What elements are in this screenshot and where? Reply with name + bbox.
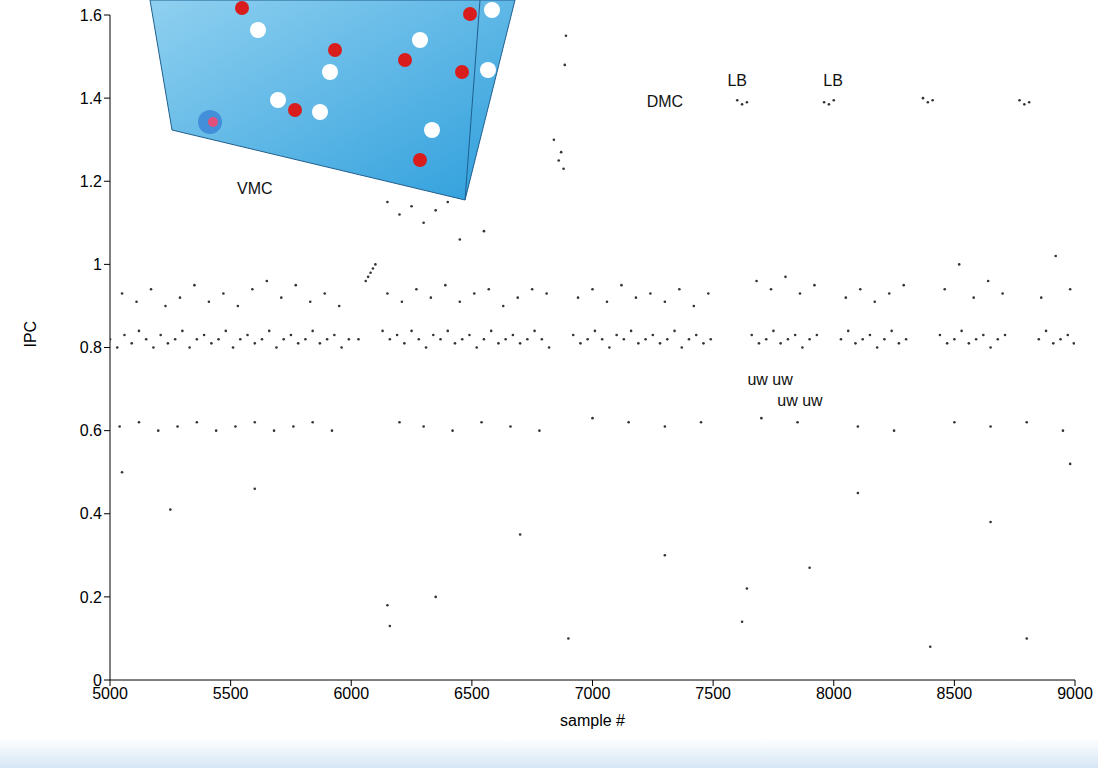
svg-text:9000: 9000 — [1057, 685, 1093, 702]
svg-text:1: 1 — [93, 256, 102, 273]
svg-text:1.6: 1.6 — [80, 7, 102, 24]
svg-text:LB: LB — [823, 72, 843, 89]
svg-text:uw uw: uw uw — [777, 392, 823, 409]
svg-text:8500: 8500 — [937, 685, 973, 702]
svg-text:DMC: DMC — [647, 93, 683, 110]
svg-text:1.4: 1.4 — [80, 90, 102, 107]
svg-text:0.6: 0.6 — [80, 422, 102, 439]
svg-text:0.8: 0.8 — [80, 339, 102, 356]
svg-text:0.2: 0.2 — [80, 589, 102, 606]
svg-text:LB: LB — [727, 72, 747, 89]
svg-text:IPC: IPC — [22, 321, 39, 348]
svg-text:1.2: 1.2 — [80, 173, 102, 190]
svg-text:7500: 7500 — [695, 685, 731, 702]
svg-text:0: 0 — [93, 672, 102, 689]
svg-text:5500: 5500 — [213, 685, 249, 702]
svg-text:8000: 8000 — [816, 685, 852, 702]
svg-text:VMC: VMC — [237, 180, 273, 197]
svg-text:7000: 7000 — [575, 685, 611, 702]
svg-text:5000: 5000 — [92, 685, 128, 703]
svg-text:6000: 6000 — [333, 685, 369, 702]
svg-text:6500: 6500 — [454, 685, 490, 702]
svg-text:uw uw: uw uw — [747, 371, 793, 388]
svg-text:sample #: sample # — [560, 712, 625, 729]
svg-text:0.4: 0.4 — [80, 505, 102, 522]
